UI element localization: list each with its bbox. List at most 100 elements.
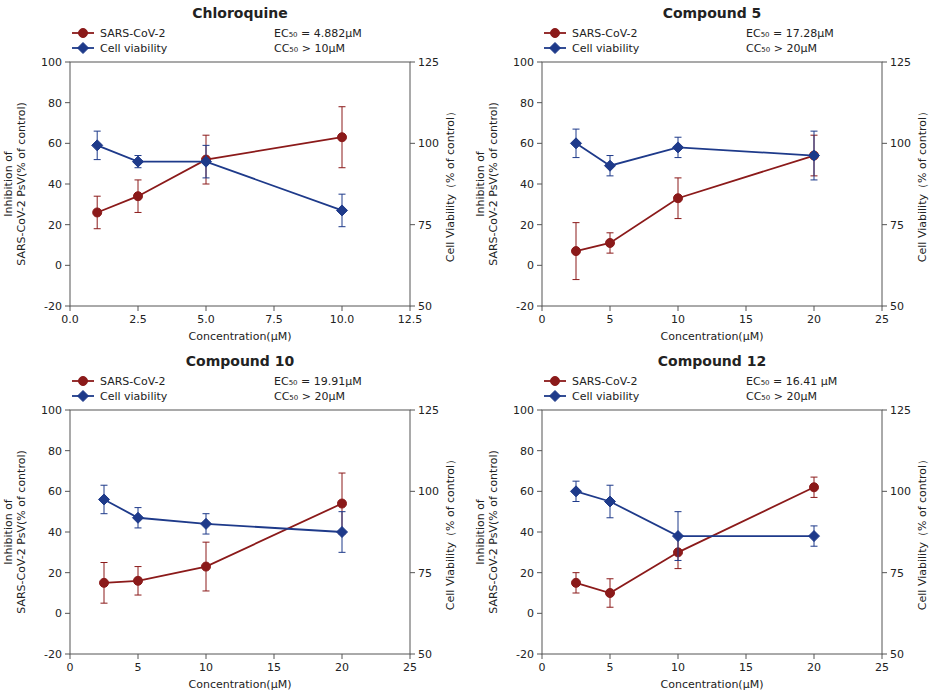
- y-tick: [537, 491, 542, 492]
- y-tick: [65, 102, 70, 103]
- series-line: [104, 504, 342, 583]
- y-tick-label: 40: [520, 526, 534, 539]
- data-point: [92, 140, 103, 151]
- error-bar: [101, 563, 108, 604]
- y2-tick: [410, 491, 415, 492]
- series: [92, 131, 348, 227]
- x-tick-label: 15: [739, 661, 753, 674]
- legend-marker: [79, 377, 88, 386]
- y2-tick-label: 75: [890, 219, 904, 232]
- y-tick-label: 80: [520, 97, 534, 110]
- data-point: [134, 192, 143, 201]
- legend-label: Cell viability: [100, 390, 168, 403]
- x-tick-label: 5: [135, 661, 142, 674]
- data-point: [571, 486, 582, 497]
- data-point: [202, 562, 211, 571]
- y2-tick: [882, 491, 887, 492]
- y2-tick: [882, 410, 887, 411]
- x-tick-label: 20: [807, 661, 821, 674]
- y-tick: [65, 613, 70, 614]
- y-tick: [537, 306, 542, 307]
- chart-title: Chloroquine: [192, 5, 287, 21]
- panel: Compound 100510152025-200204060801005075…: [2, 353, 457, 691]
- x-tick: [342, 306, 343, 311]
- y2-tick-label: 125: [418, 404, 439, 417]
- annotation: CC₅₀ > 10μM: [274, 42, 345, 55]
- y-tick: [65, 184, 70, 185]
- y2-tick: [882, 654, 887, 655]
- y-tick: [537, 654, 542, 655]
- data-point: [99, 494, 110, 505]
- data-point: [605, 160, 616, 171]
- y-tick: [537, 265, 542, 266]
- data-point: [809, 531, 820, 542]
- data-point: [674, 194, 683, 203]
- x-tick: [206, 306, 207, 311]
- series-line: [576, 487, 814, 593]
- plot-frame: [70, 410, 410, 654]
- chart-title: Compound 5: [663, 5, 762, 21]
- data-point: [133, 512, 144, 523]
- data-point: [606, 589, 615, 598]
- error-bar: [811, 477, 818, 497]
- data-point: [809, 150, 820, 161]
- y2-tick-label: 100: [418, 485, 439, 498]
- series: [100, 473, 347, 603]
- x-tick: [610, 654, 611, 659]
- series-line: [104, 499, 342, 532]
- legend-label: Cell viability: [100, 42, 168, 55]
- error-bar: [135, 180, 142, 213]
- error-bar: [573, 573, 580, 593]
- y2-tick-label: 100: [890, 485, 911, 498]
- y-tick-label: 40: [48, 178, 62, 191]
- x-tick-label: 25: [403, 661, 417, 674]
- legend-label: Cell viability: [572, 390, 640, 403]
- y2-tick: [410, 654, 415, 655]
- legend-marker: [79, 29, 88, 38]
- error-bar: [203, 542, 210, 591]
- data-point: [338, 499, 347, 508]
- y-tick-label: 100: [41, 56, 62, 69]
- y-tick-label: 40: [48, 526, 62, 539]
- y-tick-label: -20: [44, 300, 62, 313]
- annotation: CC₅₀ > 20μM: [746, 390, 817, 403]
- x-tick-label: 10.0: [330, 313, 355, 326]
- x-tick: [814, 654, 815, 659]
- legend: SARS-CoV-2Cell viability: [544, 375, 640, 403]
- y2-tick: [410, 224, 415, 225]
- y2-tick-label: 100: [418, 137, 439, 150]
- legend: SARS-CoV-2Cell viability: [544, 27, 640, 55]
- x-tick-label: 2.5: [129, 313, 147, 326]
- error-bar: [339, 107, 346, 168]
- y2-tick-label: 125: [418, 56, 439, 69]
- error-bar: [135, 567, 142, 595]
- y-tick-label: 100: [41, 404, 62, 417]
- x-tick-label: 15: [739, 313, 753, 326]
- data-point: [605, 496, 616, 507]
- y2-tick: [410, 62, 415, 63]
- x-tick: [882, 654, 883, 659]
- x-tick: [814, 306, 815, 311]
- y-tick: [537, 450, 542, 451]
- data-point: [571, 138, 582, 149]
- legend-label: SARS-CoV-2: [100, 375, 166, 388]
- data-point: [606, 238, 615, 247]
- legend: SARS-CoV-2 Cell viability: [72, 375, 168, 403]
- data-point: [572, 578, 581, 587]
- y-tick-label: 80: [48, 445, 62, 458]
- y-tick: [537, 62, 542, 63]
- panel: Compound 50510152025-2002040608010050751…: [474, 5, 929, 343]
- series: [572, 477, 819, 607]
- y2-tick: [882, 62, 887, 63]
- data-point: [100, 578, 109, 587]
- y-tick-label: 0: [527, 259, 534, 272]
- panel: Compound 120510152025-200204060801005075…: [474, 353, 929, 691]
- y2-tick-label: 75: [890, 567, 904, 580]
- x-tick: [746, 654, 747, 659]
- x-tick: [138, 654, 139, 659]
- y-tick: [537, 184, 542, 185]
- plot-frame: [70, 62, 410, 306]
- annotation: CC₅₀ > 20μM: [274, 390, 345, 403]
- y2-axis-label: Cell Viability（% of control）: [916, 454, 929, 610]
- data-point: [201, 156, 212, 167]
